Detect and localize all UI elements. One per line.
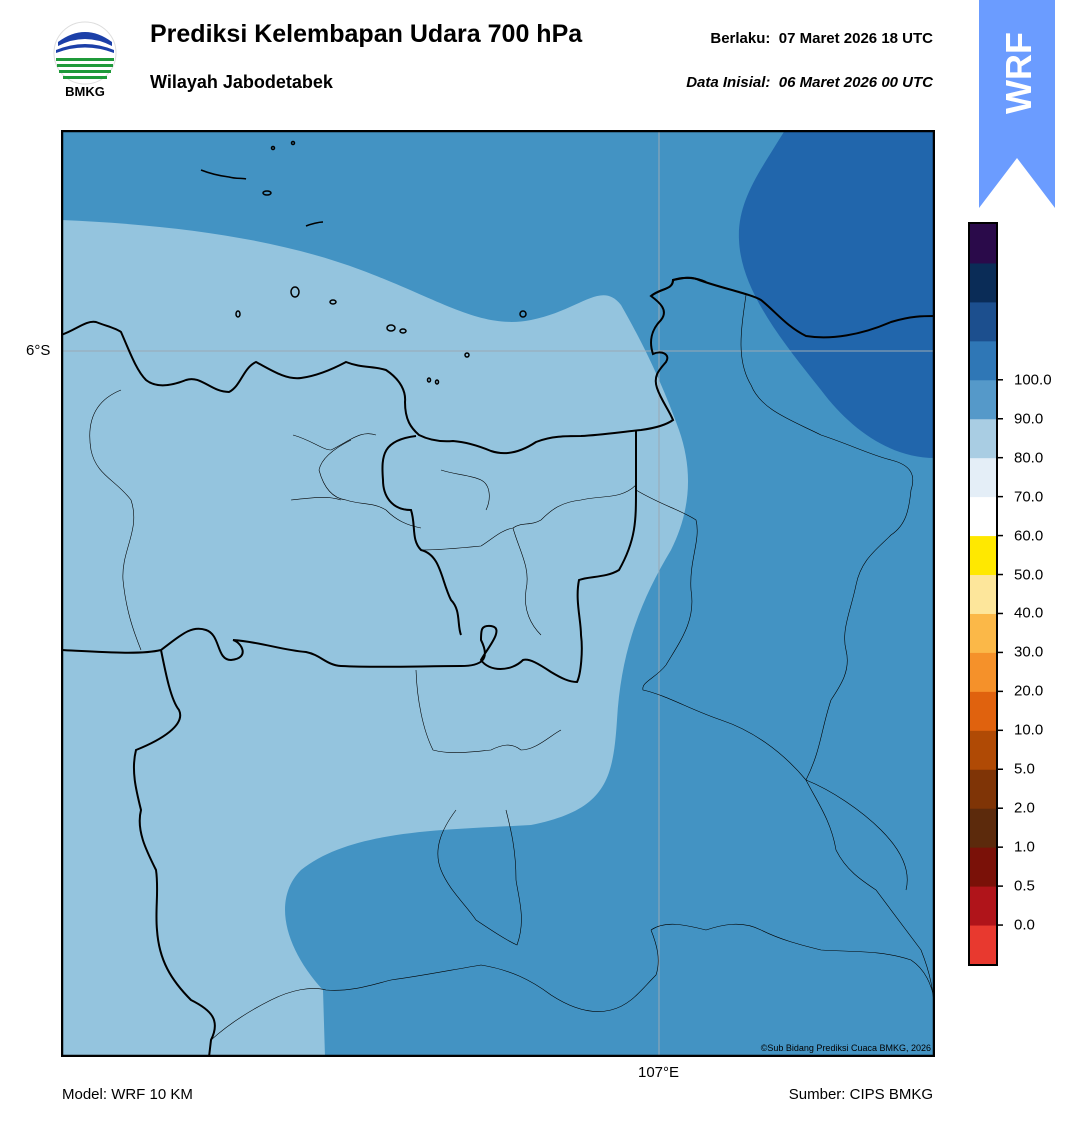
humidity-zone-dark [738,130,935,458]
colorbar-segment [970,340,996,381]
colorbar-segment [970,769,996,809]
logo-text: BMKG [65,84,105,99]
colorbar-segment [970,730,996,770]
init-time: Data Inisial: 06 Maret 2026 00 UTC [686,74,933,91]
wrf-badge-text: WRF [998,32,1039,114]
wrf-badge-arrow [979,0,1055,208]
humidity-zone-light [61,220,689,1057]
colorbar-segment [970,808,996,848]
init-label: Data Inisial: [686,74,771,91]
model-label: Model: WRF 10 KM [62,1086,193,1103]
source-label: Sumber: CIPS BMKG [788,1086,933,1103]
colorbar-tick-label: 2.0 [1014,799,1035,817]
colorbar-segment [970,224,996,264]
colorbar-segment [970,418,996,459]
humidity-map [61,130,935,1057]
valid-label: Berlaku: [710,30,771,47]
colorbar-segment [970,457,996,498]
colorbar-segment [970,301,996,342]
colorbar-tick-label: 20.0 [1014,682,1044,700]
bmkg-logo [53,21,117,85]
colorbar-tick-label: 1.0 [1014,838,1035,856]
colorbar-tick-label: 40.0 [1014,604,1044,622]
colorbar-tick-label: 90.0 [1014,410,1044,428]
colorbar-tick-label: 60.0 [1014,527,1044,545]
colorbar-segment [970,613,996,653]
province-boundary-2 [381,435,462,636]
colorbar-segment [970,496,996,537]
map-frame [61,130,935,1057]
colorbar-tick-label: 0.5 [1014,877,1035,895]
colorbar-segment [970,652,996,692]
wrf-badge: WRF [979,0,1055,208]
colorbar-segment [970,262,996,303]
colorbar-segment [970,691,996,731]
coastline-east [650,276,707,297]
colorbar-segment [970,847,996,887]
map-credit: ©Sub Bidang Prediksi Cuaca BMKG, 2026 [760,1043,931,1053]
colorbar-tick-label: 30.0 [1014,643,1044,661]
colorbar [968,222,1003,966]
colorbar-segment [970,925,996,965]
colorbar-tick-label: 50.0 [1014,566,1044,584]
longitude-label: 107°E [638,1064,680,1081]
colorbar-segment [970,379,996,420]
colorbar-tick-label: 100.0 [1014,371,1052,389]
regency-boundaries [89,294,935,1041]
colorbar-tick-label: 0.0 [1014,916,1035,934]
colorbar-tick-label: 10.0 [1014,721,1044,739]
province-boundary [61,430,637,684]
valid-value: 07 Maret 2026 18 UTC [778,30,933,47]
colorbar-segment [970,574,996,614]
thousand-islands [200,140,527,385]
valid-time: Berlaku: 07 Maret 2026 18 UTC [710,30,933,47]
colorbar-tick-label: 5.0 [1014,760,1035,778]
colorbar-segment [970,535,996,576]
colorbar-tick-label: 70.0 [1014,488,1044,506]
page-subtitle: Wilayah Jabodetabek [150,72,333,92]
colorbar-tick-label: 80.0 [1014,449,1044,467]
page-title: Prediksi Kelembapan Udara 700 hPa [150,20,583,48]
latitude-label: 6°S [26,342,51,359]
province-boundary-3 [132,649,216,1057]
colorbar-segment [970,886,996,926]
init-value: 06 Maret 2026 00 UTC [778,74,933,91]
